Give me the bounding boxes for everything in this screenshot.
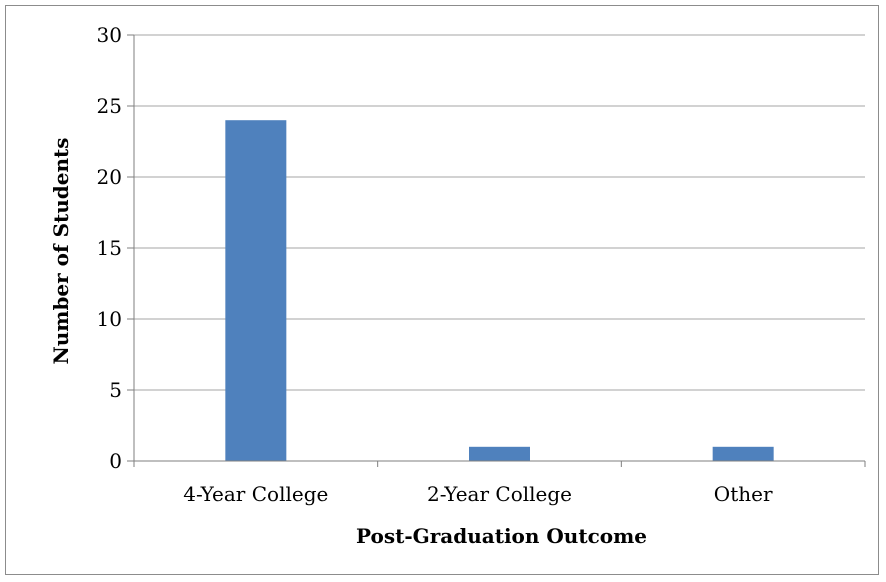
axes bbox=[127, 34, 866, 467]
x-tick-label: 2-Year College bbox=[427, 482, 572, 506]
y-tick-label: 20 bbox=[97, 165, 122, 189]
x-tick-label: Other bbox=[714, 482, 773, 506]
y-tick-label: 5 bbox=[109, 378, 122, 402]
bar-4-year-college bbox=[225, 120, 287, 461]
bar-other bbox=[712, 446, 774, 461]
tick-labels: 0 5 10 15 20 25 30 4-Year College 2-Year College… bbox=[97, 23, 773, 506]
x-tick-label: 4-Year College bbox=[183, 482, 328, 506]
y-tick-label: 30 bbox=[97, 23, 122, 47]
bars bbox=[225, 120, 774, 461]
chart-frame bbox=[5, 5, 879, 575]
y-axis-title: Number of Students bbox=[49, 137, 73, 364]
y-tick-label: 0 bbox=[109, 449, 122, 473]
y-tick-label: 15 bbox=[97, 236, 122, 260]
y-tick-label: 25 bbox=[97, 94, 122, 118]
x-axis-title: Post-Graduation Outcome bbox=[356, 524, 647, 548]
y-tick-label: 10 bbox=[97, 307, 122, 331]
bar-2-year-college bbox=[469, 446, 530, 461]
